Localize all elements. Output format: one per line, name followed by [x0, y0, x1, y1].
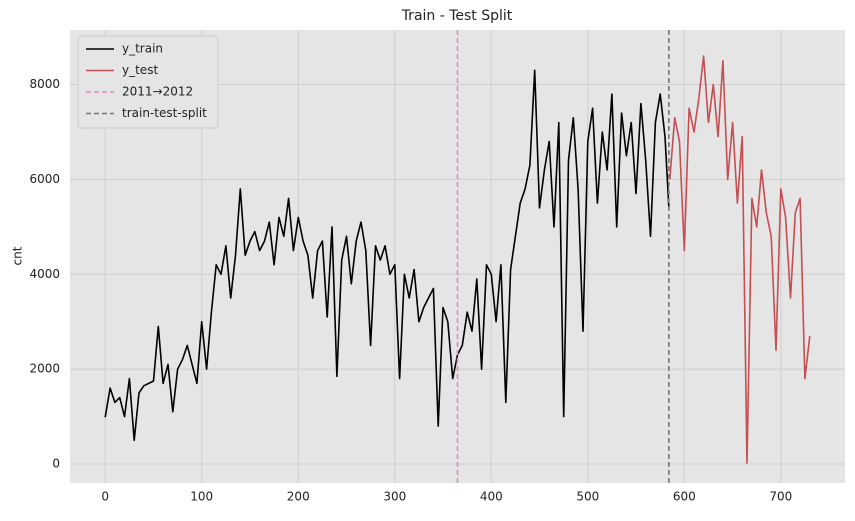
x-tick-label: 600 — [673, 490, 696, 504]
legend-box — [77, 35, 219, 129]
x-tick-label: 0 — [101, 490, 109, 504]
legend-label: y_test — [122, 63, 158, 77]
y-tick-label: 6000 — [29, 172, 60, 186]
legend-label: train-test-split — [122, 106, 207, 120]
legend-label: y_train — [122, 42, 163, 56]
x-tick-label: 400 — [480, 490, 503, 504]
chart-title: Train - Test Split — [401, 8, 513, 24]
data-line — [104, 69, 670, 442]
x-tick-label: 100 — [190, 490, 213, 504]
x-tick-label: 500 — [576, 490, 599, 504]
data-line — [669, 55, 811, 464]
y-tick-label: 2000 — [29, 362, 60, 376]
x-tick-label: 300 — [383, 490, 406, 504]
x-tick-label: 700 — [769, 490, 792, 504]
y-tick-label: 8000 — [29, 77, 60, 91]
y-tick-label: 0 — [52, 457, 60, 471]
x-tick-label: 200 — [287, 490, 310, 504]
y-axis-label: cnt — [11, 246, 25, 265]
y-tick-label: 4000 — [29, 267, 60, 281]
legend-label: 2011→2012 — [122, 85, 193, 99]
